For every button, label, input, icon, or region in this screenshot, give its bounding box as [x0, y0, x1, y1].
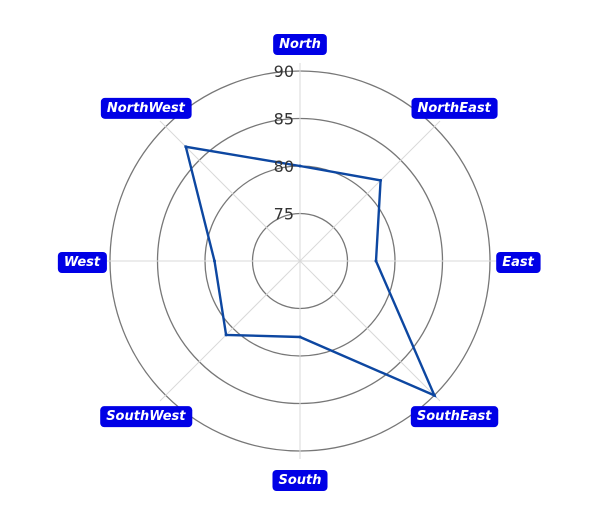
- data-point-south: [298, 335, 302, 339]
- category-label-text: SouthWest: [106, 409, 186, 424]
- spoke-southeast: [299, 260, 441, 402]
- category-label-text: NorthWest: [107, 101, 186, 116]
- category-label-bg: [411, 97, 498, 119]
- category-label-east: East: [496, 252, 541, 273]
- category-label-northwest: NorthWest: [100, 97, 192, 119]
- category-label-southwest: SouthWest: [100, 406, 193, 428]
- category-label-text: SouthEast: [417, 409, 492, 424]
- category-label-text: South: [278, 473, 321, 488]
- category-label-bg: [100, 406, 193, 428]
- data-point-northwest: [184, 145, 188, 149]
- category-label-bg: [57, 252, 107, 273]
- series-layer: [184, 145, 437, 398]
- data-point-east: [374, 259, 378, 263]
- data-point-west: [213, 259, 216, 263]
- category-label-text: NorthEast: [418, 101, 492, 116]
- tick-label-85: 85: [274, 110, 294, 129]
- category-label-bg: [100, 97, 192, 119]
- category-label-text: East: [502, 255, 534, 270]
- tick-label-90: 90: [274, 62, 294, 81]
- category-label-northeast: NorthEast: [411, 97, 498, 119]
- category-label-south: South: [272, 470, 328, 491]
- tick-label-75: 75: [274, 205, 294, 224]
- data-point-northeast: [379, 178, 383, 182]
- grid-spokes: [102, 63, 498, 459]
- data-point-southwest: [224, 333, 228, 337]
- data-point-north: [298, 164, 302, 168]
- category-label-bg: [272, 470, 328, 491]
- radial-tick-labels: 75 80 85 90: [274, 62, 294, 224]
- category-label-southeast: SouthEast: [410, 406, 499, 428]
- category-label-bg: [496, 252, 541, 273]
- spoke-northwest: [159, 120, 301, 262]
- tick-label-80: 80: [274, 157, 294, 176]
- category-label-bg: [273, 34, 327, 55]
- category-label-bg: [410, 406, 499, 428]
- category-label-west: West: [57, 252, 107, 273]
- category-label-text: North: [279, 37, 321, 52]
- data-point-southeast: [432, 393, 436, 397]
- spoke-southwest: [159, 260, 301, 402]
- category-labels: North NorthEast East SouthEast South SouthWes…: [57, 34, 541, 491]
- category-label-text: West: [64, 255, 101, 270]
- spoke-northeast: [299, 120, 441, 262]
- category-label-north: North: [273, 34, 327, 55]
